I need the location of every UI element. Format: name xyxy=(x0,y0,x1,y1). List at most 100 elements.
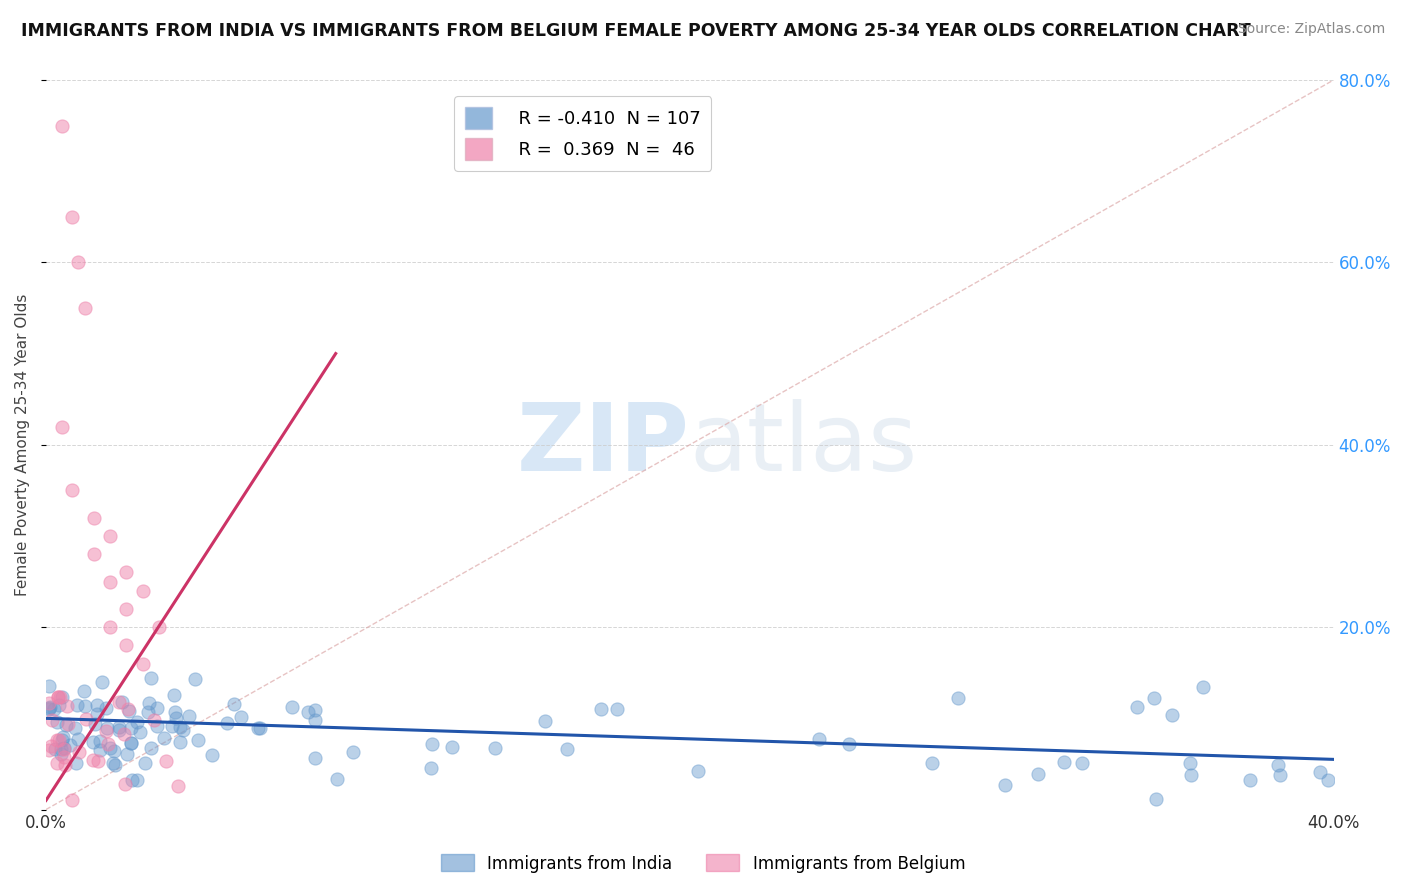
Point xyxy=(326,772,349,786)
Point xyxy=(38,701,60,715)
Point xyxy=(103,756,125,770)
Point xyxy=(53,758,76,772)
Point xyxy=(51,119,73,133)
Point xyxy=(39,739,62,754)
Point xyxy=(115,602,138,616)
Point xyxy=(141,741,163,756)
Point xyxy=(484,741,506,756)
Point xyxy=(53,741,76,756)
Point xyxy=(52,730,75,744)
Point xyxy=(200,748,222,763)
Point xyxy=(146,700,169,714)
Point xyxy=(94,701,117,715)
Point xyxy=(51,690,73,705)
Point xyxy=(167,780,190,794)
Point xyxy=(281,700,304,714)
Point xyxy=(97,737,120,751)
Point xyxy=(38,743,60,757)
Point xyxy=(534,714,557,729)
Point xyxy=(153,731,176,746)
Point xyxy=(42,702,65,716)
Point xyxy=(121,772,143,787)
Point xyxy=(73,301,96,315)
Point xyxy=(169,720,191,734)
Point xyxy=(155,754,177,768)
Point xyxy=(128,724,150,739)
Point xyxy=(297,705,319,719)
Text: atlas: atlas xyxy=(690,399,918,491)
Point xyxy=(84,717,107,731)
Point xyxy=(172,723,194,737)
Point xyxy=(1143,691,1166,706)
Point xyxy=(304,703,326,717)
Point xyxy=(148,620,170,634)
Point xyxy=(98,529,121,543)
Point xyxy=(44,742,66,756)
Text: ZIP: ZIP xyxy=(517,399,690,491)
Point xyxy=(118,704,141,718)
Point xyxy=(59,738,82,752)
Point xyxy=(139,671,162,685)
Point xyxy=(134,756,156,771)
Point xyxy=(125,772,148,787)
Legend:   R = -0.410  N = 107,   R =  0.369  N =  46: R = -0.410 N = 107, R = 0.369 N = 46 xyxy=(454,96,711,171)
Point xyxy=(73,684,96,698)
Point xyxy=(83,510,105,524)
Point xyxy=(89,743,111,757)
Point xyxy=(51,733,73,747)
Point xyxy=(38,696,60,710)
Point xyxy=(65,756,87,771)
Point xyxy=(49,747,72,761)
Point xyxy=(89,734,111,748)
Point xyxy=(304,714,326,728)
Point xyxy=(56,716,79,731)
Point xyxy=(48,698,70,712)
Point xyxy=(108,723,131,738)
Point xyxy=(49,690,72,705)
Point xyxy=(45,715,67,730)
Point xyxy=(67,745,90,759)
Point xyxy=(86,707,108,722)
Point xyxy=(45,733,67,747)
Point xyxy=(115,566,138,580)
Point xyxy=(1071,756,1094,770)
Point xyxy=(82,753,104,767)
Point xyxy=(224,698,246,712)
Point xyxy=(184,673,207,687)
Point xyxy=(45,756,67,770)
Legend: Immigrants from India, Immigrants from Belgium: Immigrants from India, Immigrants from B… xyxy=(434,847,972,880)
Point xyxy=(163,688,186,702)
Point xyxy=(1178,756,1201,770)
Point xyxy=(136,705,159,719)
Point xyxy=(115,747,138,761)
Point xyxy=(1053,755,1076,769)
Point xyxy=(38,679,60,693)
Point xyxy=(120,735,142,749)
Point xyxy=(39,699,62,714)
Point xyxy=(420,761,443,775)
Point xyxy=(125,715,148,730)
Point xyxy=(100,740,122,755)
Point xyxy=(96,721,118,735)
Point xyxy=(1309,765,1331,780)
Point xyxy=(63,721,86,735)
Point xyxy=(1316,772,1339,787)
Point xyxy=(90,674,112,689)
Point xyxy=(838,737,860,751)
Y-axis label: Female Poverty Among 25-34 Year Olds: Female Poverty Among 25-34 Year Olds xyxy=(15,293,30,596)
Point xyxy=(114,777,136,791)
Point xyxy=(342,745,364,759)
Point xyxy=(65,698,87,712)
Point xyxy=(82,734,104,748)
Point xyxy=(131,583,153,598)
Point xyxy=(67,255,90,269)
Point xyxy=(165,705,187,719)
Point xyxy=(103,744,125,758)
Point xyxy=(48,690,70,705)
Point xyxy=(160,719,183,733)
Point xyxy=(52,741,75,756)
Point xyxy=(60,483,83,498)
Point xyxy=(41,713,63,727)
Point xyxy=(1125,699,1147,714)
Point xyxy=(55,718,77,732)
